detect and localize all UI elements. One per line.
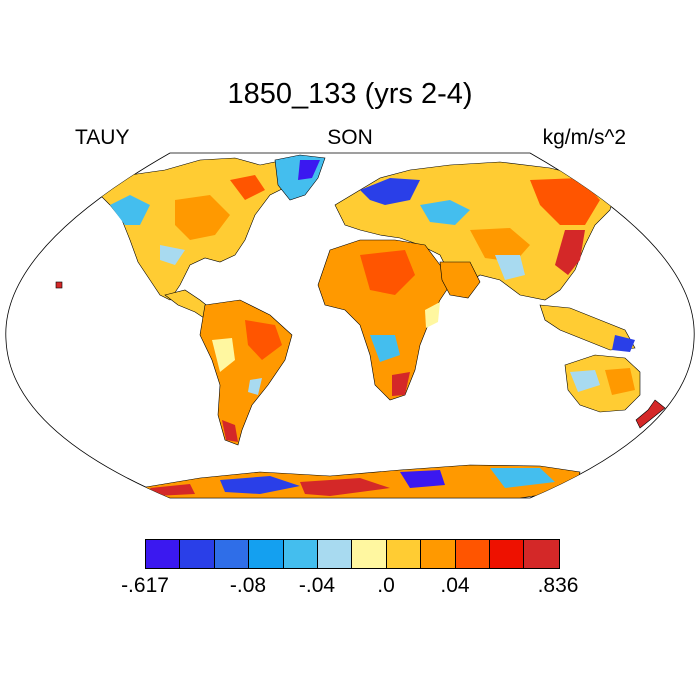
new-zealand xyxy=(635,399,666,429)
hawaii-patch xyxy=(55,281,63,289)
colorbar-swatch xyxy=(214,540,250,568)
colorbar-swatch xyxy=(283,540,318,568)
colorbar-label: .0 xyxy=(377,574,395,597)
colorbar-labels: -.617 -.08 -.04 .0 .04 .836 xyxy=(0,574,700,600)
colorbar-swatch xyxy=(146,540,181,568)
colorbar-label: -.04 xyxy=(298,574,336,597)
colorbar-swatch xyxy=(421,540,456,568)
colorbar-swatch xyxy=(386,540,422,568)
colorbar-swatch xyxy=(180,540,215,568)
arabian-peninsula xyxy=(439,261,481,299)
colorbar-label: -.617 xyxy=(121,574,169,597)
colorbar-label: -.08 xyxy=(229,574,267,597)
colorbar-swatch xyxy=(524,540,559,568)
colorbar xyxy=(145,539,560,569)
africa xyxy=(317,239,451,401)
colorbar-swatch xyxy=(249,540,284,568)
map-title: 1850_133 (yrs 2-4) xyxy=(227,78,473,110)
colorbar-label: .04 xyxy=(440,574,470,597)
colorbar-swatch xyxy=(455,540,490,568)
colorbar-swatch xyxy=(352,540,387,568)
colorbar-label: .836 xyxy=(537,574,579,597)
season-label: SON xyxy=(327,126,373,149)
units-label: kg/m/s^2 xyxy=(542,126,626,149)
colorbar-swatch xyxy=(489,540,525,568)
colorbar-swatch xyxy=(317,540,353,568)
variable-label: TAUY xyxy=(75,126,130,149)
